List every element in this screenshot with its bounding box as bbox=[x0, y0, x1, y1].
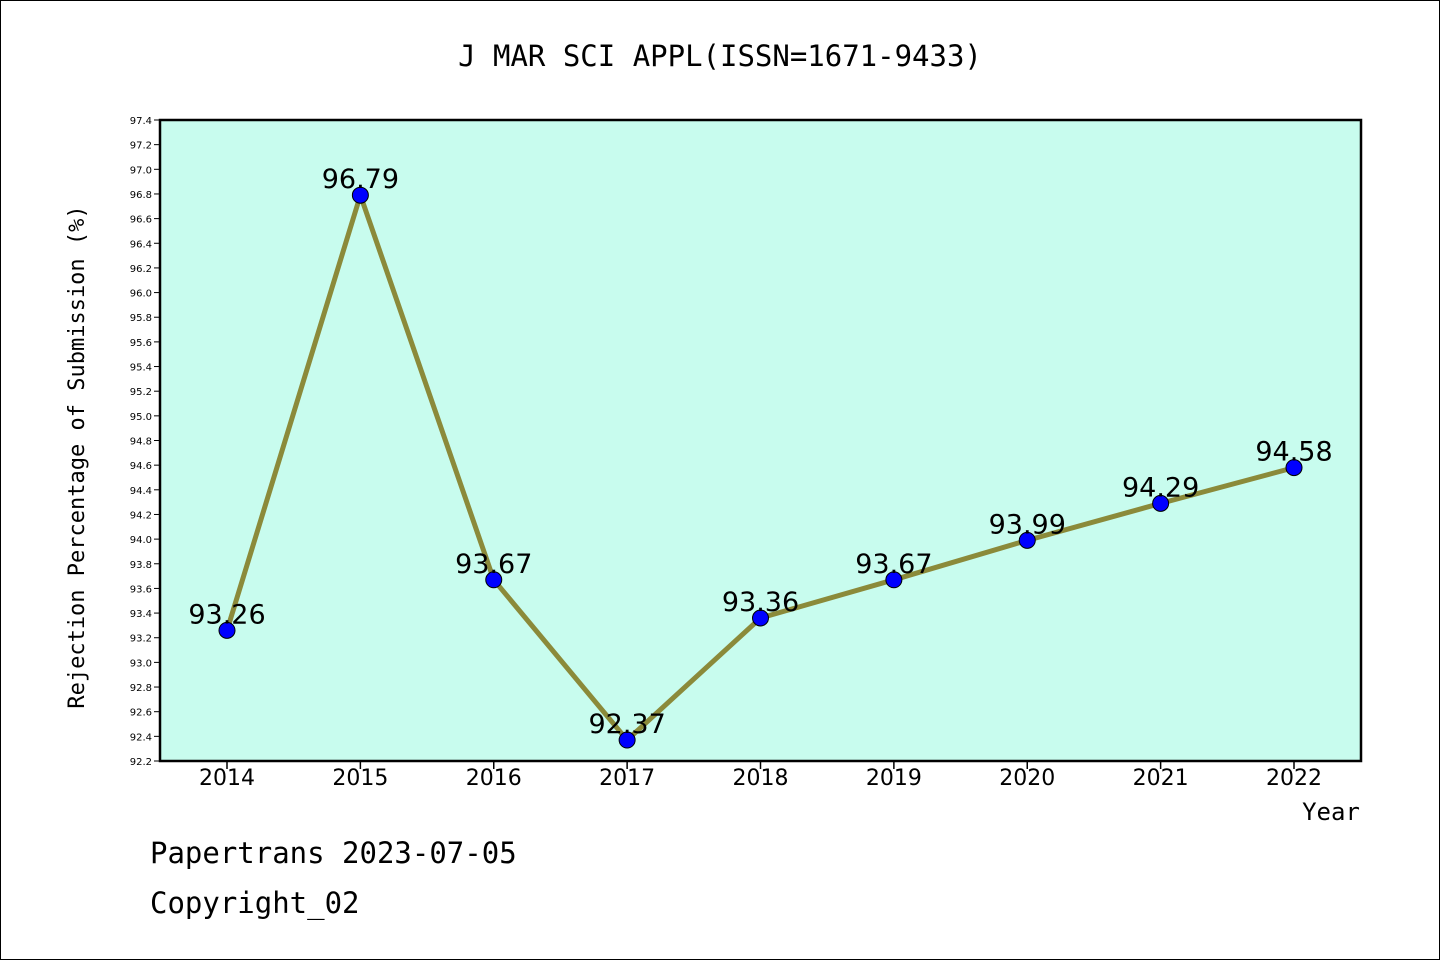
y-tick-label: 92.6 bbox=[130, 708, 152, 719]
data-label-2020: 93.99 bbox=[989, 509, 1066, 540]
x-axis: 2014 2015 2016 2017 2018 2019 2020 2021 2022 bbox=[199, 761, 1322, 791]
x-axis-label: Year bbox=[1302, 798, 1360, 826]
data-point-2017 bbox=[618, 731, 636, 749]
x-tick-label: 2017 bbox=[599, 766, 655, 791]
data-point-2019 bbox=[885, 571, 903, 589]
x-tick-label: 2021 bbox=[1133, 766, 1189, 791]
x-tick-label: 2020 bbox=[999, 766, 1055, 791]
marker-group bbox=[218, 186, 1303, 749]
data-label-2014: 93.26 bbox=[188, 599, 265, 630]
data-point-2021 bbox=[1152, 494, 1170, 512]
y-tick-label: 97.2 bbox=[130, 141, 152, 152]
data-point-2020 bbox=[1018, 531, 1036, 549]
y-tick-label: 95.6 bbox=[130, 338, 152, 349]
y-tick-label: 94.8 bbox=[130, 437, 152, 448]
y-tick-label: 93.8 bbox=[130, 560, 152, 571]
y-tick-label: 92.8 bbox=[130, 683, 152, 694]
y-axis: 92.2 92.4 92.6 92.8 93.0 93.2 93.4 93.6 93.8 94.0… bbox=[130, 116, 160, 768]
y-tick-label: 95.4 bbox=[130, 363, 152, 374]
data-label-2018: 93.36 bbox=[722, 587, 799, 618]
data-label-2016: 93.67 bbox=[455, 549, 532, 580]
y-tick-label: 94.4 bbox=[130, 486, 152, 497]
x-tick-label: 2018 bbox=[733, 766, 789, 791]
x-tick-label: 2019 bbox=[866, 766, 922, 791]
y-tick-label: 97.0 bbox=[130, 165, 152, 176]
data-point-2015 bbox=[351, 186, 369, 204]
data-label-group: 93.26 96.79 93.67 92.37 93.36 93.67 93.99 94.29… bbox=[188, 164, 1332, 740]
data-label-2021: 94.29 bbox=[1122, 472, 1199, 503]
data-label-2015: 96.79 bbox=[322, 164, 399, 195]
y-tick-label: 93.2 bbox=[130, 634, 152, 645]
y-tick-label: 92.4 bbox=[130, 732, 152, 743]
footer-date: Papertrans 2023-07-05 bbox=[150, 836, 517, 870]
x-tick-label: 2014 bbox=[199, 766, 255, 791]
data-label-2019: 93.67 bbox=[855, 549, 932, 580]
y-tick-label: 94.6 bbox=[130, 461, 152, 472]
y-tick-label: 96.4 bbox=[130, 239, 152, 250]
data-point-2016 bbox=[485, 571, 503, 589]
data-point-2022 bbox=[1285, 459, 1303, 477]
y-tick-label: 93.4 bbox=[130, 609, 152, 620]
x-tick-label: 2022 bbox=[1266, 766, 1322, 791]
chart-title: J MAR SCI APPL(ISSN=1671-9433) bbox=[458, 39, 982, 73]
y-tick-label: 95.0 bbox=[130, 412, 152, 423]
data-label-2017: 92.37 bbox=[588, 709, 665, 740]
y-tick-label: 93.0 bbox=[130, 658, 152, 669]
data-point-2018 bbox=[752, 609, 769, 627]
y-tick-label: 95.8 bbox=[130, 313, 152, 324]
y-tick-label: 96.0 bbox=[130, 289, 152, 300]
footer-copyright: Copyright_02 bbox=[150, 886, 360, 920]
x-tick-label: 2015 bbox=[332, 766, 388, 791]
y-tick-label: 95.2 bbox=[130, 387, 152, 398]
y-tick-label: 94.0 bbox=[130, 535, 152, 546]
data-label-2022: 94.58 bbox=[1255, 437, 1332, 468]
y-tick-label: 97.4 bbox=[130, 116, 152, 127]
y-tick-label: 94.2 bbox=[130, 510, 152, 521]
x-tick-label: 2016 bbox=[466, 766, 522, 791]
plot-area bbox=[158, 118, 1363, 763]
y-tick-label: 96.6 bbox=[130, 215, 152, 226]
y-tick-label: 92.2 bbox=[130, 757, 152, 768]
y-tick-label: 93.6 bbox=[130, 584, 152, 595]
y-tick-label: 96.8 bbox=[130, 190, 152, 201]
y-tick-label: 96.2 bbox=[130, 264, 152, 275]
y-axis-label: Rejection Percentage of Submission (%) bbox=[65, 205, 90, 708]
data-point-2014 bbox=[218, 621, 236, 639]
